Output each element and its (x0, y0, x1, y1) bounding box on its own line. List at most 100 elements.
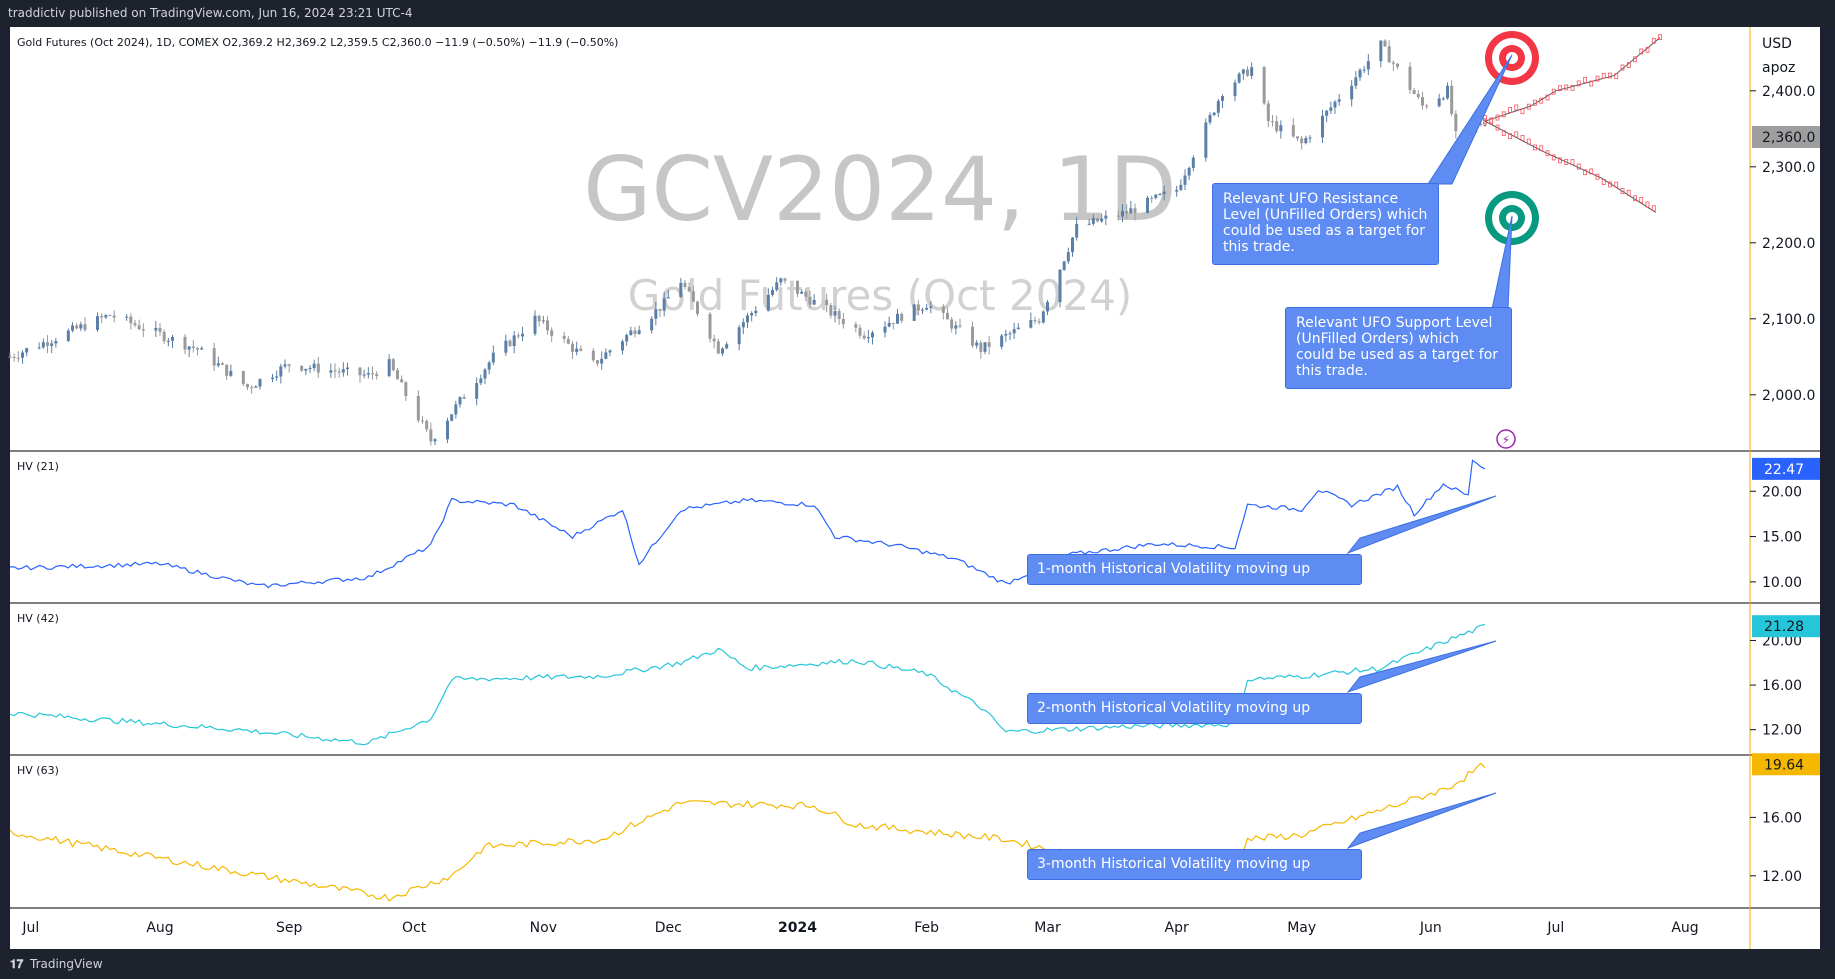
publisher-text: traddictiv published on TradingView.com,… (8, 6, 413, 20)
lightning-event-icon[interactable]: ⚡ (1496, 429, 1516, 449)
candle-body (925, 307, 929, 310)
candle-body (83, 324, 87, 330)
candle-body (766, 294, 770, 311)
hv63-last-tag: 19.64 (1764, 757, 1804, 773)
candle-body (229, 371, 233, 376)
candle-body (50, 343, 54, 346)
projection-up-line-bar (1608, 72, 1612, 79)
projection-up-line-bar (1589, 80, 1594, 87)
candle-body (1379, 40, 1383, 62)
candle-body (300, 365, 304, 371)
candle-body (796, 280, 799, 294)
candle-body (46, 342, 49, 346)
candle-body (829, 305, 833, 316)
candle-body (1087, 223, 1091, 225)
candle-body (387, 359, 391, 377)
candle-body (1037, 321, 1041, 323)
candle-body (608, 350, 612, 353)
price-tick-label: 2,300.0 (1762, 160, 1815, 176)
candle-body (479, 378, 483, 384)
candle-body (1450, 85, 1454, 114)
unit-label: apoz (1762, 60, 1795, 76)
candle-body (446, 420, 449, 440)
hv42-last-tag: 21.28 (1764, 619, 1804, 635)
candle-body (716, 341, 720, 354)
candle-body (1266, 103, 1270, 122)
projection-down-line-bar (1645, 201, 1650, 208)
projection-down-line-bar (1614, 181, 1619, 188)
candle-body (112, 315, 116, 318)
candle-body (596, 360, 599, 364)
candle-body (1262, 67, 1266, 104)
candle-body (1096, 218, 1099, 222)
last-price-tag-bg (1752, 126, 1820, 148)
resistance-target-icon (1485, 31, 1539, 85)
candle-body (808, 296, 812, 305)
candle-body (316, 363, 320, 373)
projection-up-line-bar (1626, 62, 1631, 69)
hv3-callout-pointer (1346, 792, 1497, 850)
candle-body (1204, 122, 1208, 158)
candle-body (104, 315, 108, 318)
resistance-callout-pointer (1427, 54, 1513, 185)
candle-body (837, 311, 841, 319)
candle-body (1366, 61, 1370, 70)
candle-body (1329, 107, 1333, 111)
candle-body (954, 325, 958, 329)
hv-tick-label: 15.00 (1762, 530, 1802, 546)
candle-body (654, 308, 658, 319)
candle-body (637, 330, 641, 334)
hv1-callout-pointer (1346, 495, 1497, 555)
candle-body (283, 364, 287, 367)
price-tick-label: 2,100.0 (1762, 312, 1815, 328)
candle-body (1221, 96, 1224, 101)
candle-body (312, 363, 316, 369)
hv63-label: HV (63) (17, 764, 59, 777)
projection-down-line-bar (1633, 195, 1637, 202)
x-axis-label: Jun (1419, 920, 1442, 936)
x-axis-label: Aug (1671, 920, 1698, 936)
candle-body (1350, 85, 1354, 100)
candle-body (1233, 82, 1237, 97)
price-axis-background (1750, 27, 1820, 949)
candle-body (1275, 121, 1279, 132)
hv3-callout: 3-month Historical Volatility moving up (1027, 849, 1362, 880)
candle-body (1012, 329, 1016, 334)
candle-body (462, 397, 466, 399)
candle-body (854, 324, 858, 328)
candle-body (341, 369, 345, 373)
candle-body (921, 309, 924, 311)
projection-up-line-bar (1545, 94, 1550, 101)
candle-body (1000, 335, 1004, 347)
projection-down-line-bar (1551, 154, 1556, 161)
candle-body (541, 320, 545, 322)
projection-up-line-bar (1576, 80, 1581, 87)
candle-body (141, 329, 145, 331)
projection-up-line-bar (1520, 108, 1525, 115)
candle-body (1362, 69, 1366, 71)
candle-body (396, 370, 399, 380)
candle-body (866, 337, 870, 339)
candle-body (1062, 261, 1066, 270)
projection-up-line-bar (1564, 84, 1569, 91)
candle-body (196, 348, 199, 350)
candle-body (41, 342, 45, 348)
candle-body (254, 386, 258, 388)
hv-ticks: 20.00 15.00 10.00 20.00 16.00 12.00 16.00 12.00 (1750, 484, 1802, 885)
candle-body (1291, 125, 1295, 137)
candle-body (1071, 237, 1074, 253)
candle-body (1125, 210, 1129, 214)
projection-down-line-bar (1570, 159, 1575, 165)
candle-body (1454, 113, 1458, 132)
projection-down-line-bar (1589, 168, 1594, 175)
hv-tick-label: 16.00 (1762, 810, 1802, 826)
candle-body (512, 335, 516, 347)
candle-body (579, 348, 583, 351)
candle-body (1179, 184, 1183, 190)
candle-body (1425, 105, 1429, 107)
candle-body (329, 370, 333, 373)
watermark-name: Gold Futures (Oct 2024) (628, 271, 1133, 320)
candle-body (987, 342, 991, 347)
candle-body (1421, 97, 1424, 106)
